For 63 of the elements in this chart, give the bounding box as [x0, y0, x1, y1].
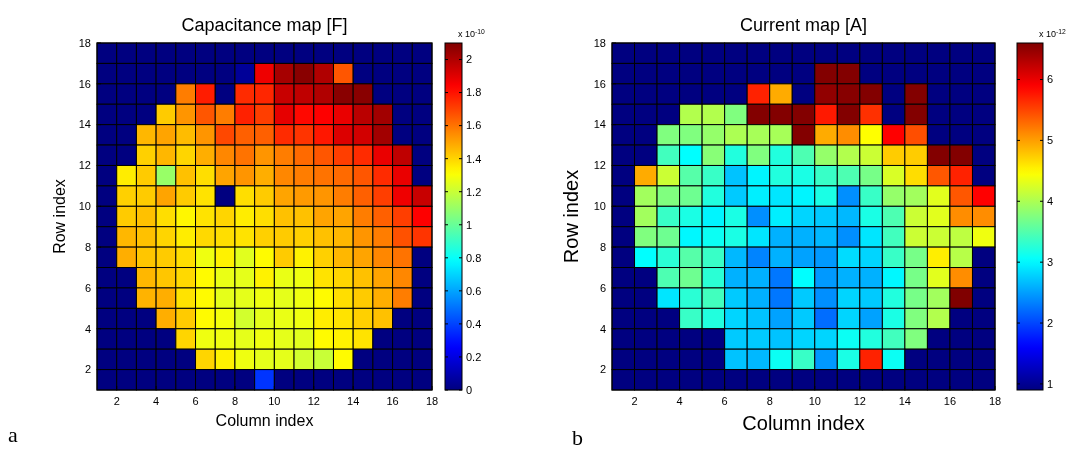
y-tick-label: 2: [599, 363, 606, 376]
y-tick-label: 8: [84, 240, 91, 253]
color-bar-label: 0.8: [466, 251, 482, 264]
y-tick-label: 2: [84, 363, 91, 376]
color-bar-label: 1: [1047, 377, 1054, 390]
color-bar-title: x 10$^{-10}$: [458, 27, 486, 39]
x-tick-label: 12: [307, 395, 320, 407]
y-tick-label: 16: [593, 77, 606, 90]
x-tick-label: 18: [988, 395, 1002, 407]
text: a: [8, 422, 18, 447]
chart-title: Capacitance map [F]: [181, 15, 348, 35]
y-axis-title: Row index: [560, 169, 582, 264]
color-bar-label: 6: [1047, 73, 1054, 86]
x-tick-label: 14: [347, 395, 360, 407]
color-bar-label: 1.4: [466, 152, 482, 165]
color-bar-label: 1.6: [466, 119, 482, 132]
color-bar-label: 4: [1047, 195, 1054, 208]
x-tick-label: 10: [808, 395, 821, 407]
y-tick-label: 16: [78, 77, 91, 90]
x-tick-label: 16: [943, 395, 957, 407]
color-bar-label: 0: [466, 383, 473, 396]
y-tick-label: 12: [78, 159, 91, 172]
y-tick-label: 18: [78, 36, 91, 49]
color-bar-label: 0.2: [466, 350, 482, 363]
color-bar-label: 1.2: [466, 185, 482, 198]
x-tick-label: 4: [676, 395, 683, 407]
y-tick-label: 6: [84, 281, 91, 294]
y-tick-label: 10: [78, 200, 91, 213]
x-tick-label: 6: [192, 395, 199, 407]
y-tick-label: 6: [599, 281, 606, 294]
color-bar-label: 1: [466, 218, 473, 231]
y-tick-label: 12: [593, 159, 606, 172]
color-bar-label: 0.4: [466, 317, 482, 330]
x-tick-label: 4: [153, 395, 160, 407]
x-axis-title: Column index: [742, 412, 865, 434]
color-bar-label: 1.8: [466, 86, 482, 99]
x-axis-title: Column index: [215, 412, 314, 429]
x-tick-label: 12: [853, 395, 866, 407]
chart-title: Current map [A]: [739, 15, 868, 35]
y-tick-label: 4: [84, 322, 91, 335]
x-tick-label: 16: [386, 395, 399, 407]
y-tick-label: 14: [593, 118, 606, 131]
color-bar-label: 0.6: [466, 284, 482, 297]
color-bar-label: 3: [1047, 256, 1054, 269]
x-tick-label: 8: [766, 395, 773, 407]
y-axis-title: Row index: [50, 179, 68, 254]
x-tick-label: 14: [898, 395, 912, 407]
x-tick-label: 6: [721, 395, 728, 407]
y-tick-label: 8: [599, 240, 606, 253]
y-tick-label: 14: [78, 118, 91, 131]
color-bar-label: 2: [466, 53, 473, 66]
y-tick-label: 4: [599, 322, 606, 335]
color-bar-label: 2: [1047, 316, 1054, 329]
x-tick-label: 2: [631, 395, 638, 407]
x-tick-label: 10: [268, 395, 281, 407]
y-tick-label: 10: [593, 200, 606, 213]
text: b: [572, 425, 583, 450]
y-tick-label: 18: [593, 36, 606, 49]
x-tick-label: 8: [231, 395, 238, 407]
x-tick-label: 2: [113, 395, 120, 407]
x-tick-label: 18: [425, 395, 439, 407]
color-bar-title: x 10$^{-12}$: [1039, 27, 1067, 39]
color-bar-label: 5: [1047, 134, 1054, 147]
